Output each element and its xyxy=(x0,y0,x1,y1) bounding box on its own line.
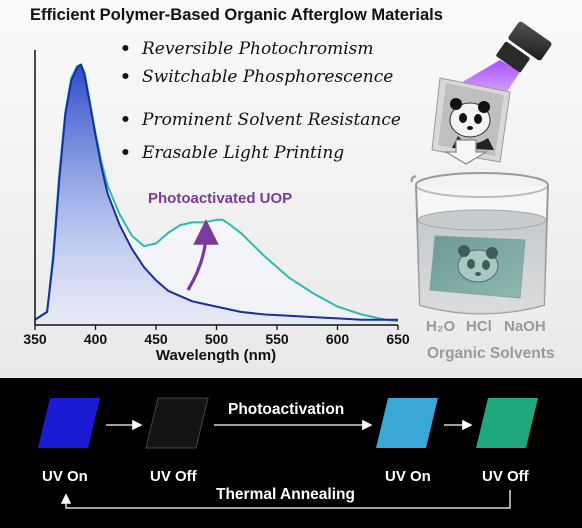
spectrum-chart: 350 400 450 500 550 600 650 Wavelength (nm) Ph… xyxy=(23,50,410,364)
film-state-uv-on-blue xyxy=(38,398,100,448)
feature-item-1: • Reversible Photochromism xyxy=(120,39,374,59)
feature-item-2: • Switchable Phosphorescence xyxy=(120,67,393,87)
solvent-hcl-label: HCl xyxy=(466,318,492,335)
x-tick-label: 350 xyxy=(23,331,47,347)
bullet-icon: • xyxy=(120,39,131,59)
feature-text: Reversible Photochromism xyxy=(142,39,374,59)
film-state-uv-on-cyan xyxy=(376,398,438,448)
state-label-4: UV Off xyxy=(482,468,529,485)
state-label-1: UV On xyxy=(42,468,88,485)
photoactivation-label: Photoactivation xyxy=(228,401,345,418)
series-1-area xyxy=(35,64,398,325)
x-tick-label: 650 xyxy=(386,331,410,347)
x-tick-label: 600 xyxy=(326,331,350,347)
down-arrow-icon xyxy=(443,139,489,165)
bullet-icon: • xyxy=(120,110,131,130)
x-tick-label: 400 xyxy=(84,331,108,347)
solvent-illustration xyxy=(410,21,552,315)
figure-title: Efficient Polymer-Based Organic Afterglo… xyxy=(30,6,443,24)
x-tick-label: 450 xyxy=(144,331,168,347)
bottom-panel: UV On UV Off UV On UV Off Photoactivatio… xyxy=(0,378,582,528)
x-tick-label: 500 xyxy=(205,331,229,347)
bullet-icon: • xyxy=(120,67,131,87)
top-panel: Efficient Polymer-Based Organic Afterglo… xyxy=(0,0,582,378)
photoactivated-uop-label: Photoactivated UOP xyxy=(148,190,292,207)
bullet-icon: • xyxy=(120,143,131,163)
feature-text: Prominent Solvent Resistance xyxy=(142,110,401,130)
feature-text: Switchable Phosphorescence xyxy=(142,67,394,87)
beaker-icon xyxy=(410,172,549,315)
panda-film-icon xyxy=(431,77,511,163)
solvent-naoh-label: NaOH xyxy=(504,318,546,335)
state-label-3: UV On xyxy=(385,468,431,485)
state-label-2: UV Off xyxy=(150,468,197,485)
thermal-annealing-label: Thermal Annealing xyxy=(216,486,355,503)
organic-solvents-label: Organic Solvents xyxy=(427,345,555,362)
series-1-line xyxy=(34,63,398,321)
feature-item-3: • Prominent Solvent Resistance xyxy=(120,110,401,130)
feature-item-4: • Erasable Light Printing xyxy=(120,143,344,163)
thermal-annealing-arrow xyxy=(60,490,511,509)
x-axis-label: Wavelength (nm) xyxy=(156,347,276,364)
cycle-diagram xyxy=(38,397,538,509)
feature-text: Erasable Light Printing xyxy=(142,143,345,163)
photoactivation-arrow xyxy=(186,219,219,291)
x-tick-label: 550 xyxy=(265,331,289,347)
film-state-uv-off-dark xyxy=(145,397,209,449)
solvent-h2o-label: H₂O xyxy=(426,318,456,335)
film-state-uv-off-green xyxy=(476,398,538,448)
